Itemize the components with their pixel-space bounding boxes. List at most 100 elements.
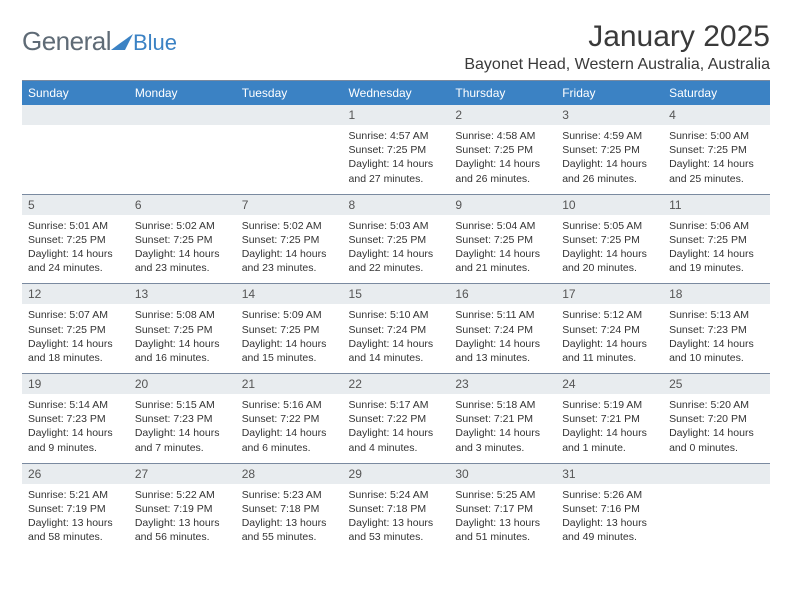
day-content: Sunrise: 4:59 AMSunset: 7:25 PMDaylight:… <box>556 125 663 194</box>
calendar-day-cell: 2Sunrise: 4:58 AMSunset: 7:25 PMDaylight… <box>449 105 556 194</box>
day-content: Sunrise: 5:19 AMSunset: 7:21 PMDaylight:… <box>556 394 663 463</box>
sunrise-text: Sunrise: 5:06 AM <box>669 219 764 233</box>
sunrise-text: Sunrise: 5:21 AM <box>28 488 123 502</box>
header: General Blue January 2025 Bayonet Head, … <box>22 20 770 74</box>
sunset-text: Sunset: 7:20 PM <box>669 412 764 426</box>
day-content: Sunrise: 5:24 AMSunset: 7:18 PMDaylight:… <box>343 484 450 553</box>
sunset-text: Sunset: 7:22 PM <box>242 412 337 426</box>
day-number: 2 <box>449 105 556 125</box>
day-number: 18 <box>663 284 770 304</box>
calendar-day-cell: 18Sunrise: 5:13 AMSunset: 7:23 PMDayligh… <box>663 284 770 374</box>
sunset-text: Sunset: 7:25 PM <box>349 143 444 157</box>
calendar-day-cell: 3Sunrise: 4:59 AMSunset: 7:25 PMDaylight… <box>556 105 663 194</box>
calendar-day-cell <box>236 105 343 194</box>
sunset-text: Sunset: 7:23 PM <box>28 412 123 426</box>
sunset-text: Sunset: 7:16 PM <box>562 502 657 516</box>
day-content: Sunrise: 5:00 AMSunset: 7:25 PMDaylight:… <box>663 125 770 194</box>
sunrise-text: Sunrise: 5:11 AM <box>455 308 550 322</box>
day-number: 20 <box>129 374 236 394</box>
month-title: January 2025 <box>464 20 770 54</box>
calendar-day-cell: 15Sunrise: 5:10 AMSunset: 7:24 PMDayligh… <box>343 284 450 374</box>
sunset-text: Sunset: 7:21 PM <box>455 412 550 426</box>
sunset-text: Sunset: 7:25 PM <box>455 233 550 247</box>
day-number: 4 <box>663 105 770 125</box>
day-header: Sunday <box>22 81 129 106</box>
day-number: 25 <box>663 374 770 394</box>
sunrise-text: Sunrise: 5:15 AM <box>135 398 230 412</box>
day-header: Thursday <box>449 81 556 106</box>
sunrise-text: Sunrise: 5:02 AM <box>242 219 337 233</box>
day-content: Sunrise: 5:22 AMSunset: 7:19 PMDaylight:… <box>129 484 236 553</box>
day-content: Sunrise: 5:26 AMSunset: 7:16 PMDaylight:… <box>556 484 663 553</box>
daylight-text: Daylight: 14 hours and 23 minutes. <box>242 247 337 275</box>
calendar-day-cell: 16Sunrise: 5:11 AMSunset: 7:24 PMDayligh… <box>449 284 556 374</box>
daylight-text: Daylight: 14 hours and 14 minutes. <box>349 337 444 365</box>
sunset-text: Sunset: 7:18 PM <box>242 502 337 516</box>
day-content: Sunrise: 5:17 AMSunset: 7:22 PMDaylight:… <box>343 394 450 463</box>
day-content: Sunrise: 5:18 AMSunset: 7:21 PMDaylight:… <box>449 394 556 463</box>
daylight-text: Daylight: 13 hours and 56 minutes. <box>135 516 230 544</box>
daylight-text: Daylight: 14 hours and 27 minutes. <box>349 157 444 185</box>
day-content <box>22 125 129 183</box>
calendar-day-cell: 13Sunrise: 5:08 AMSunset: 7:25 PMDayligh… <box>129 284 236 374</box>
day-content: Sunrise: 4:58 AMSunset: 7:25 PMDaylight:… <box>449 125 556 194</box>
day-number <box>236 105 343 125</box>
day-content: Sunrise: 5:16 AMSunset: 7:22 PMDaylight:… <box>236 394 343 463</box>
sunrise-text: Sunrise: 5:03 AM <box>349 219 444 233</box>
daylight-text: Daylight: 13 hours and 58 minutes. <box>28 516 123 544</box>
sunset-text: Sunset: 7:25 PM <box>135 233 230 247</box>
day-content: Sunrise: 5:01 AMSunset: 7:25 PMDaylight:… <box>22 215 129 284</box>
day-number: 11 <box>663 195 770 215</box>
sunset-text: Sunset: 7:19 PM <box>28 502 123 516</box>
day-number: 1 <box>343 105 450 125</box>
day-number: 19 <box>22 374 129 394</box>
daylight-text: Daylight: 14 hours and 10 minutes. <box>669 337 764 365</box>
sunrise-text: Sunrise: 5:02 AM <box>135 219 230 233</box>
calendar-table: SundayMondayTuesdayWednesdayThursdayFrid… <box>22 80 770 552</box>
day-content: Sunrise: 5:14 AMSunset: 7:23 PMDaylight:… <box>22 394 129 463</box>
day-number: 21 <box>236 374 343 394</box>
day-number: 23 <box>449 374 556 394</box>
day-number: 24 <box>556 374 663 394</box>
daylight-text: Daylight: 14 hours and 22 minutes. <box>349 247 444 275</box>
calendar-week-row: 12Sunrise: 5:07 AMSunset: 7:25 PMDayligh… <box>22 284 770 374</box>
calendar-day-cell: 7Sunrise: 5:02 AMSunset: 7:25 PMDaylight… <box>236 194 343 284</box>
day-content: Sunrise: 5:20 AMSunset: 7:20 PMDaylight:… <box>663 394 770 463</box>
day-number: 14 <box>236 284 343 304</box>
day-number <box>22 105 129 125</box>
sunrise-text: Sunrise: 5:22 AM <box>135 488 230 502</box>
calendar-day-cell: 19Sunrise: 5:14 AMSunset: 7:23 PMDayligh… <box>22 374 129 464</box>
day-header: Monday <box>129 81 236 106</box>
calendar-day-cell: 21Sunrise: 5:16 AMSunset: 7:22 PMDayligh… <box>236 374 343 464</box>
day-number: 29 <box>343 464 450 484</box>
calendar-day-cell <box>663 463 770 552</box>
sunrise-text: Sunrise: 5:17 AM <box>349 398 444 412</box>
sunset-text: Sunset: 7:25 PM <box>28 323 123 337</box>
calendar-day-cell <box>22 105 129 194</box>
calendar-day-cell: 9Sunrise: 5:04 AMSunset: 7:25 PMDaylight… <box>449 194 556 284</box>
calendar-day-cell: 5Sunrise: 5:01 AMSunset: 7:25 PMDaylight… <box>22 194 129 284</box>
sunset-text: Sunset: 7:17 PM <box>455 502 550 516</box>
daylight-text: Daylight: 14 hours and 13 minutes. <box>455 337 550 365</box>
sunrise-text: Sunrise: 5:09 AM <box>242 308 337 322</box>
sunrise-text: Sunrise: 5:23 AM <box>242 488 337 502</box>
calendar-day-cell: 20Sunrise: 5:15 AMSunset: 7:23 PMDayligh… <box>129 374 236 464</box>
sunrise-text: Sunrise: 5:04 AM <box>455 219 550 233</box>
daylight-text: Daylight: 14 hours and 9 minutes. <box>28 426 123 454</box>
calendar-week-row: 26Sunrise: 5:21 AMSunset: 7:19 PMDayligh… <box>22 463 770 552</box>
day-number: 31 <box>556 464 663 484</box>
day-content: Sunrise: 5:05 AMSunset: 7:25 PMDaylight:… <box>556 215 663 284</box>
location-text: Bayonet Head, Western Australia, Austral… <box>464 56 770 74</box>
sunrise-text: Sunrise: 5:07 AM <box>28 308 123 322</box>
sunrise-text: Sunrise: 4:57 AM <box>349 129 444 143</box>
day-content: Sunrise: 5:02 AMSunset: 7:25 PMDaylight:… <box>236 215 343 284</box>
day-number: 17 <box>556 284 663 304</box>
sunset-text: Sunset: 7:25 PM <box>669 233 764 247</box>
sunrise-text: Sunrise: 5:20 AM <box>669 398 764 412</box>
day-number: 30 <box>449 464 556 484</box>
sunset-text: Sunset: 7:24 PM <box>455 323 550 337</box>
sunrise-text: Sunrise: 5:25 AM <box>455 488 550 502</box>
daylight-text: Daylight: 14 hours and 16 minutes. <box>135 337 230 365</box>
day-content: Sunrise: 4:57 AMSunset: 7:25 PMDaylight:… <box>343 125 450 194</box>
sunrise-text: Sunrise: 5:19 AM <box>562 398 657 412</box>
